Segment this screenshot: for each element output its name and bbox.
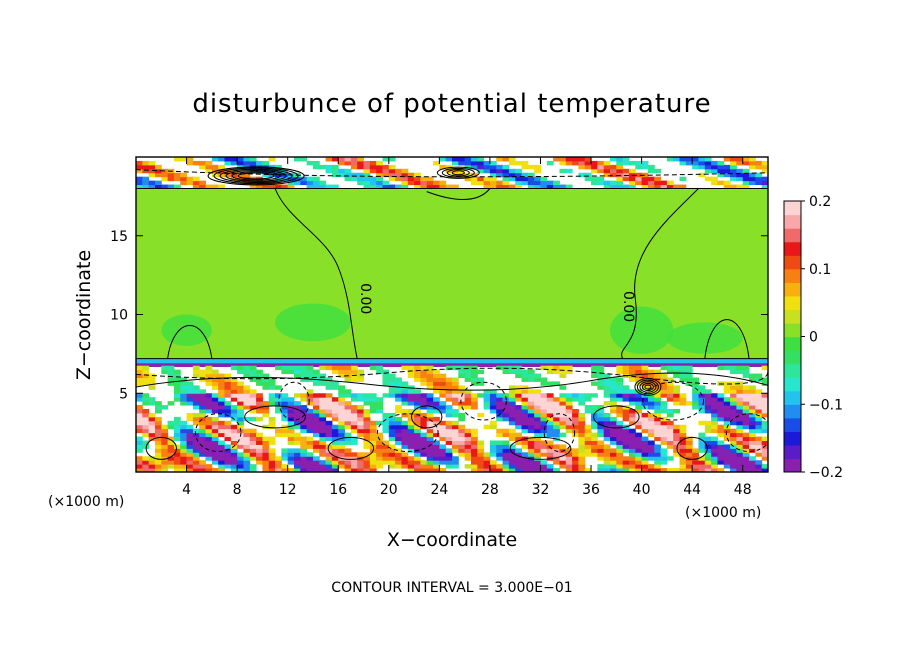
x-tick-label: 44 <box>683 482 701 498</box>
colorbar: 0.2 0.1 0 −0.1 −0.2 <box>783 194 843 481</box>
x-tick-label: 28 <box>481 482 499 498</box>
colorbar-band <box>784 417 801 432</box>
colorbar-band <box>784 377 801 392</box>
x-tick-label: 4 <box>182 482 191 498</box>
colorbar-band <box>784 228 801 243</box>
colorbar-band <box>784 444 801 460</box>
colorbar-band <box>784 336 801 351</box>
x-tick-label: 12 <box>279 482 297 498</box>
colorbar-band <box>784 431 801 446</box>
colorbar-band <box>784 322 801 338</box>
colorbar-band <box>784 255 801 270</box>
x-axis: 4 8 12 16 20 24 28 32 36 40 44 48 <box>182 157 752 498</box>
colorbar-ticks: 0.2 0.1 0 −0.1 −0.2 <box>801 194 843 481</box>
x-tick-label: 24 <box>430 482 448 498</box>
colorbar-tick-label: 0 <box>809 330 818 346</box>
x-tick-label: 32 <box>532 482 550 498</box>
x-unit-label-right: (×1000 m) <box>685 505 761 521</box>
y-tick-label: 15 <box>110 229 128 245</box>
field-layer <box>136 157 768 472</box>
contour-interval-note: CONTOUR INTERVAL = 3.000E−01 <box>331 580 572 596</box>
colorbar-band <box>784 350 801 365</box>
x-tick-label: 16 <box>329 482 347 498</box>
colorbar-band <box>784 282 801 297</box>
colorbar-band <box>784 309 801 324</box>
colorbar-band <box>784 404 801 419</box>
colorbar-band <box>784 241 801 256</box>
y-axis: 5 10 15 <box>110 229 768 402</box>
x-tick-label: 48 <box>734 482 752 498</box>
chart-title: disturbunce of potential temperature <box>192 89 711 119</box>
x-tick-label: 36 <box>582 482 600 498</box>
y-tick-label: 10 <box>110 308 128 324</box>
colorbar-band <box>784 390 801 405</box>
colorbar-tick-label: 0.2 <box>809 194 831 210</box>
x-axis-title: X−coordinate <box>387 529 517 551</box>
colorbar-tick-label: −0.1 <box>809 397 843 413</box>
contour-label: 0.00 <box>357 283 373 314</box>
plot-area: 0.00 0.00 <box>136 157 768 472</box>
contour-layer: 0.00 0.00 <box>136 166 768 460</box>
colorbar-band <box>784 201 801 216</box>
colorbar-bands <box>784 201 801 472</box>
x-tick-label: 40 <box>633 482 651 498</box>
colorbar-tick-label: 0.1 <box>809 262 831 278</box>
colorbar-band <box>784 458 801 472</box>
x-tick-label: 8 <box>233 482 242 498</box>
y-axis-title: Z−coordinate <box>73 250 95 380</box>
colorbar-tick-label: −0.2 <box>809 465 843 481</box>
y-tick-label: 5 <box>119 386 128 402</box>
contour-label: 0.00 <box>620 291 636 322</box>
x-unit-label-left: (×1000 m) <box>48 494 124 510</box>
colorbar-band <box>784 268 801 283</box>
colorbar-band <box>784 363 801 378</box>
colorbar-band <box>784 214 801 229</box>
colorbar-band <box>784 295 801 310</box>
x-tick-label: 20 <box>380 482 398 498</box>
